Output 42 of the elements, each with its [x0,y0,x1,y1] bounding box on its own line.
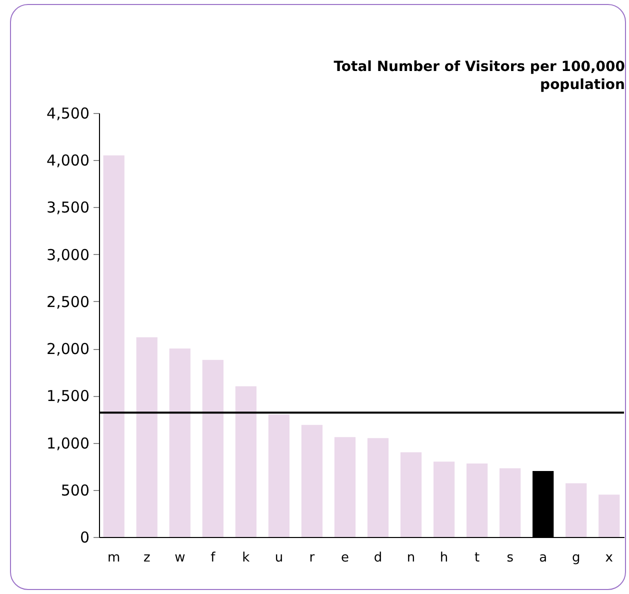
x-tick-label: k [242,550,250,566]
y-tick-label: 3,500 [46,198,90,217]
y-tick-label: 2,000 [46,340,90,358]
x-tick-label: z [143,550,150,566]
y-tick-label: 500 [60,481,90,500]
x-tick-label: f [210,550,216,566]
x-tick-label: w [174,550,186,566]
x-tick-label: a [539,550,548,566]
y-tick-label: 0 [80,528,90,546]
bar [235,386,256,537]
x-tick-label: e [340,550,349,566]
y-tick-label: 1,000 [46,434,90,452]
y-tick-label: 1,500 [46,387,90,406]
x-tick-label: g [572,550,580,566]
bar [136,337,158,537]
y-tick-label: 2,500 [46,292,90,311]
bar [301,424,323,537]
bar [400,452,422,537]
bar [500,468,521,537]
x-tick-label: u [274,550,284,566]
bar [598,494,620,537]
x-tick-label: s [506,550,514,566]
bar [169,348,190,537]
x-tick-label: x [605,550,614,566]
bar [268,414,290,537]
x-tick-label: t [474,550,480,566]
x-tick-label: n [406,550,416,566]
bar [202,360,224,537]
bar [103,155,124,537]
bar [334,437,356,537]
x-tick-label: d [374,550,382,566]
x-tick-label: h [440,550,448,566]
bar [367,438,389,537]
chart-title: Total Number of Visitors per 100,000 population [334,59,626,93]
x-tick-label: r [309,550,316,566]
y-tick-label: 4,500 [46,104,90,122]
y-tick-label: 3,000 [46,246,90,264]
bar [466,464,488,537]
bar [566,483,587,537]
y-tick-label: 4,000 [46,152,90,170]
bar [433,462,455,537]
x-tick-label: m [108,550,120,566]
